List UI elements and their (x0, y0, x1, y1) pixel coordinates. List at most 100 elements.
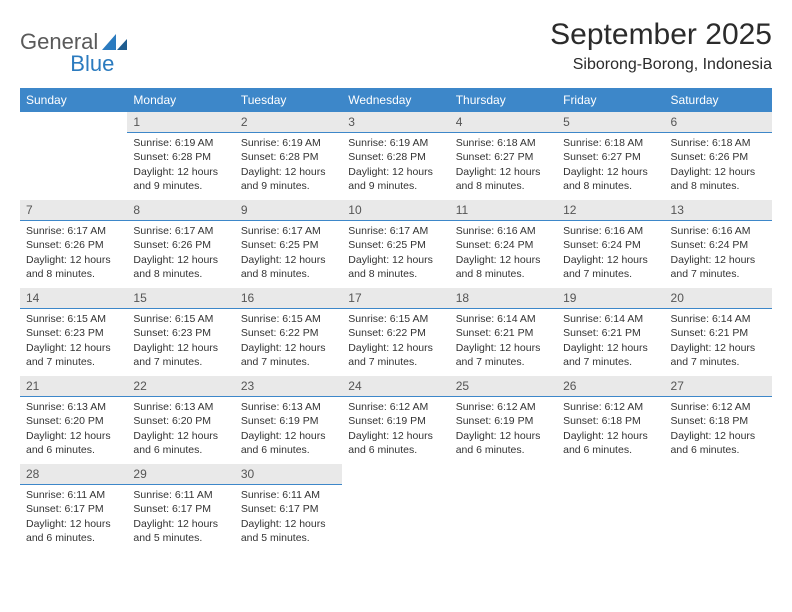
sunrise-line: Sunrise: 6:17 AM (26, 224, 121, 238)
calendar-cell (450, 464, 557, 552)
calendar-cell: 4Sunrise: 6:18 AMSunset: 6:27 PMDaylight… (450, 112, 557, 200)
calendar-cell (665, 464, 772, 552)
daylight-line: Daylight: 12 hours and 8 minutes. (456, 165, 551, 193)
calendar-cell: 15Sunrise: 6:15 AMSunset: 6:23 PMDayligh… (127, 288, 234, 376)
sunrise-line: Sunrise: 6:13 AM (241, 400, 336, 414)
daylight-line: Daylight: 12 hours and 8 minutes. (563, 165, 658, 193)
sunrise-line: Sunrise: 6:17 AM (241, 224, 336, 238)
day-content: Sunrise: 6:19 AMSunset: 6:28 PMDaylight:… (342, 133, 449, 199)
sunset-line: Sunset: 6:20 PM (26, 414, 121, 428)
day-number: 17 (342, 288, 449, 309)
sunrise-line: Sunrise: 6:11 AM (241, 488, 336, 502)
daylight-line: Daylight: 12 hours and 8 minutes. (133, 253, 228, 281)
day-content: Sunrise: 6:19 AMSunset: 6:28 PMDaylight:… (127, 133, 234, 199)
day-number: 6 (665, 112, 772, 133)
sunset-line: Sunset: 6:25 PM (348, 238, 443, 252)
sunrise-line: Sunrise: 6:15 AM (133, 312, 228, 326)
sunset-line: Sunset: 6:24 PM (671, 238, 766, 252)
brand-logo: General Blue (20, 18, 152, 66)
sunrise-line: Sunrise: 6:19 AM (241, 136, 336, 150)
sunrise-line: Sunrise: 6:18 AM (671, 136, 766, 150)
calendar-cell: 7Sunrise: 6:17 AMSunset: 6:26 PMDaylight… (20, 200, 127, 288)
calendar-row: 7Sunrise: 6:17 AMSunset: 6:26 PMDaylight… (20, 200, 772, 288)
weekday-header: Monday (127, 88, 234, 112)
sunrise-line: Sunrise: 6:11 AM (133, 488, 228, 502)
daylight-line: Daylight: 12 hours and 6 minutes. (348, 429, 443, 457)
day-content: Sunrise: 6:14 AMSunset: 6:21 PMDaylight:… (665, 309, 772, 375)
day-number: 16 (235, 288, 342, 309)
calendar-body: 1Sunrise: 6:19 AMSunset: 6:28 PMDaylight… (20, 112, 772, 552)
sunrise-line: Sunrise: 6:18 AM (456, 136, 551, 150)
daylight-line: Daylight: 12 hours and 8 minutes. (348, 253, 443, 281)
sunrise-line: Sunrise: 6:16 AM (671, 224, 766, 238)
sunset-line: Sunset: 6:26 PM (133, 238, 228, 252)
daylight-line: Daylight: 12 hours and 7 minutes. (671, 253, 766, 281)
sunset-line: Sunset: 6:25 PM (241, 238, 336, 252)
daylight-line: Daylight: 12 hours and 7 minutes. (456, 341, 551, 369)
calendar-row: 14Sunrise: 6:15 AMSunset: 6:23 PMDayligh… (20, 288, 772, 376)
sunset-line: Sunset: 6:24 PM (456, 238, 551, 252)
day-content: Sunrise: 6:11 AMSunset: 6:17 PMDaylight:… (235, 485, 342, 551)
sunset-line: Sunset: 6:18 PM (563, 414, 658, 428)
day-number: 10 (342, 200, 449, 221)
day-content: Sunrise: 6:13 AMSunset: 6:19 PMDaylight:… (235, 397, 342, 463)
sunrise-line: Sunrise: 6:11 AM (26, 488, 121, 502)
month-title: September 2025 (550, 18, 772, 52)
day-content: Sunrise: 6:11 AMSunset: 6:17 PMDaylight:… (127, 485, 234, 551)
sunrise-line: Sunrise: 6:17 AM (348, 224, 443, 238)
sunrise-line: Sunrise: 6:15 AM (241, 312, 336, 326)
title-block: September 2025 Siborong-Borong, Indonesi… (550, 18, 772, 74)
day-number: 13 (665, 200, 772, 221)
sunset-line: Sunset: 6:28 PM (133, 150, 228, 164)
day-number: 8 (127, 200, 234, 221)
day-number: 15 (127, 288, 234, 309)
sunset-line: Sunset: 6:22 PM (348, 326, 443, 340)
sunset-line: Sunset: 6:18 PM (671, 414, 766, 428)
calendar-cell: 20Sunrise: 6:14 AMSunset: 6:21 PMDayligh… (665, 288, 772, 376)
calendar-cell: 8 Sunrise: 6:17 AMSunset: 6:26 PMDaylight… (127, 200, 234, 288)
daylight-line: Daylight: 12 hours and 7 minutes. (241, 341, 336, 369)
day-number: 21 (20, 376, 127, 397)
calendar-cell: 18Sunrise: 6:14 AMSunset: 6:21 PMDayligh… (450, 288, 557, 376)
calendar-cell: 16Sunrise: 6:15 AMSunset: 6:22 PMDayligh… (235, 288, 342, 376)
day-number: 12 (557, 200, 664, 221)
day-content: Sunrise: 6:14 AMSunset: 6:21 PMDaylight:… (450, 309, 557, 375)
daylight-line: Daylight: 12 hours and 5 minutes. (241, 517, 336, 545)
daylight-line: Daylight: 12 hours and 7 minutes. (133, 341, 228, 369)
daylight-line: Daylight: 12 hours and 7 minutes. (26, 341, 121, 369)
day-number: 2 (235, 112, 342, 133)
day-number: 23 (235, 376, 342, 397)
daylight-line: Daylight: 12 hours and 9 minutes. (241, 165, 336, 193)
sunrise-line: Sunrise: 6:17 AM (133, 224, 228, 238)
day-content: Sunrise: 6:19 AMSunset: 6:28 PMDaylight:… (235, 133, 342, 199)
calendar-row: 21Sunrise: 6:13 AMSunset: 6:20 PMDayligh… (20, 376, 772, 464)
calendar-cell: 23Sunrise: 6:13 AMSunset: 6:19 PMDayligh… (235, 376, 342, 464)
day-number: 14 (20, 288, 127, 309)
sunrise-line: Sunrise: 6:12 AM (456, 400, 551, 414)
sunset-line: Sunset: 6:28 PM (241, 150, 336, 164)
weekday-header-row: Sunday Monday Tuesday Wednesday Thursday… (20, 88, 772, 112)
sunrise-line: Sunrise: 6:15 AM (26, 312, 121, 326)
sunrise-line: Sunrise: 6:15 AM (348, 312, 443, 326)
daylight-line: Daylight: 12 hours and 7 minutes. (348, 341, 443, 369)
day-number: 18 (450, 288, 557, 309)
daylight-line: Daylight: 12 hours and 9 minutes. (348, 165, 443, 193)
daylight-line: Daylight: 12 hours and 8 minutes. (671, 165, 766, 193)
sunrise-line: Sunrise: 6:14 AM (456, 312, 551, 326)
daylight-line: Daylight: 12 hours and 5 minutes. (133, 517, 228, 545)
calendar-cell: 28Sunrise: 6:11 AMSunset: 6:17 PMDayligh… (20, 464, 127, 552)
weekday-header: Wednesday (342, 88, 449, 112)
sunrise-line: Sunrise: 6:12 AM (563, 400, 658, 414)
sunrise-line: Sunrise: 6:13 AM (133, 400, 228, 414)
day-number: 4 (450, 112, 557, 133)
day-number: 20 (665, 288, 772, 309)
calendar-cell: 11Sunrise: 6:16 AMSunset: 6:24 PMDayligh… (450, 200, 557, 288)
daylight-line: Daylight: 12 hours and 6 minutes. (241, 429, 336, 457)
weekday-header: Thursday (450, 88, 557, 112)
location-label: Siborong-Borong, Indonesia (550, 56, 772, 74)
day-content: Sunrise: 6:16 AMSunset: 6:24 PMDaylight:… (450, 221, 557, 287)
sunset-line: Sunset: 6:20 PM (133, 414, 228, 428)
day-number: 5 (557, 112, 664, 133)
day-number: 29 (127, 464, 234, 485)
daylight-line: Daylight: 12 hours and 6 minutes. (671, 429, 766, 457)
